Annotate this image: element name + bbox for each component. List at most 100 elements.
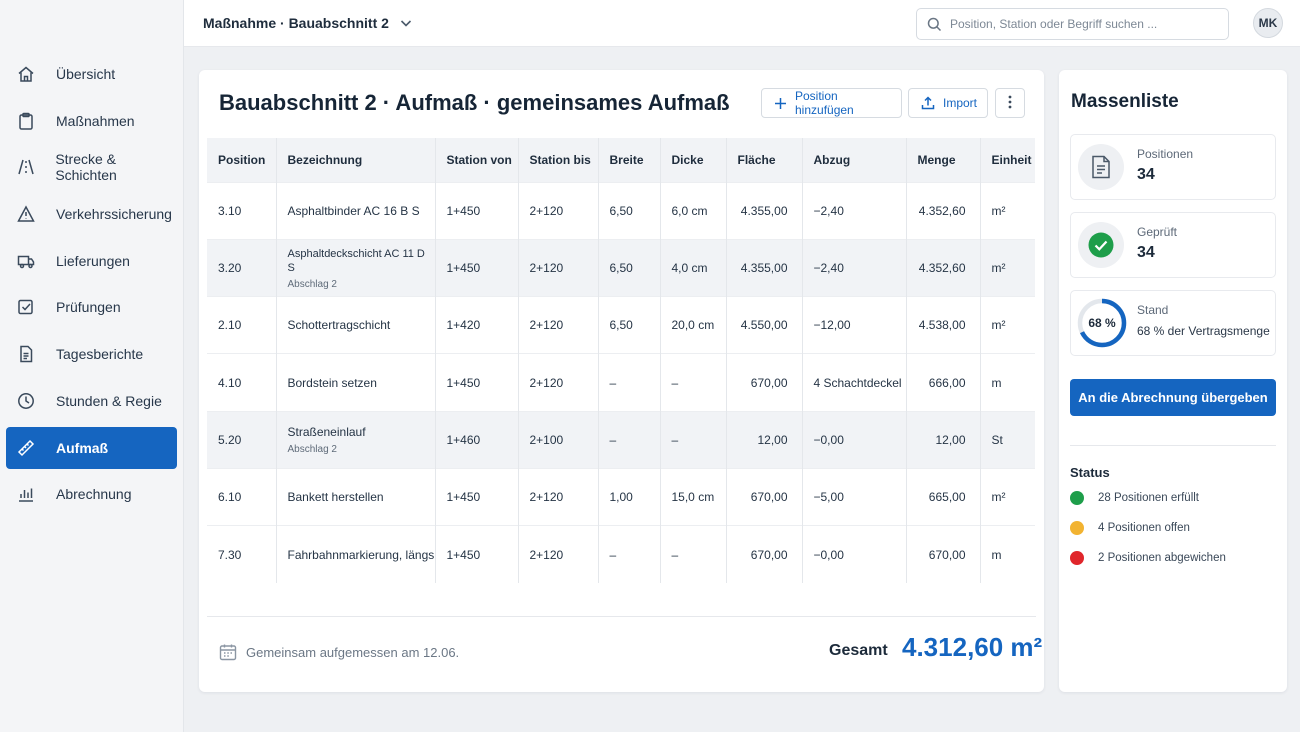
cell-einheit: m²	[980, 181, 1035, 240]
import-label: Import	[943, 96, 978, 110]
column-header[interactable]: Station von	[435, 138, 519, 182]
upload-icon	[921, 96, 935, 110]
cell-breite: 6,50	[598, 181, 661, 240]
cell-station-von: 1+450	[435, 181, 519, 240]
status-dot-green	[1070, 491, 1084, 505]
cell-dicke: 4,0 cm	[660, 238, 727, 297]
cell-station-von: 1+450	[435, 467, 519, 526]
total-label: Gesamt	[829, 642, 888, 659]
sidebar-item-label: Maßnahmen	[56, 112, 135, 129]
home-icon	[16, 64, 36, 84]
sidebar-item-label: Aufmaß	[56, 439, 109, 456]
cell-station-von: 1+450	[435, 238, 519, 297]
cell-menge: 666,00	[906, 353, 981, 412]
cell-flaeche: 670,00	[726, 525, 803, 584]
sidebar-item-abrechnung[interactable]: Abrechnung	[6, 473, 177, 515]
cell-bezeichnung: Fahrbahnmarkierung, längs	[276, 525, 436, 584]
column-header[interactable]: Bezeichnung	[276, 138, 436, 182]
column-header[interactable]: Station bis	[518, 138, 599, 182]
table-row[interactable]: 2.10 Schottertragschicht 1+420 2+120 6,5…	[207, 296, 1035, 354]
cell-abzug: −0,00	[802, 410, 907, 469]
cell-abzug: 4 Schachtdeckel	[802, 353, 907, 412]
cell-breite: –	[598, 525, 661, 584]
cell-einheit: m²	[980, 467, 1035, 526]
cell-menge: 4.352,60	[906, 238, 981, 297]
sidebar-item-lieferungen[interactable]: Lieferungen	[6, 240, 177, 282]
cell-position: 7.30	[207, 525, 277, 584]
massenliste-panel: Massenliste Positionen 34 Geprüft 34 68 …	[1059, 70, 1287, 692]
cell-station-bis: 2+120	[518, 525, 599, 584]
breadcrumb[interactable]: Maßnahme · Bauabschnitt 2	[203, 15, 413, 31]
sidebar-item-strecke[interactable]: Strecke & Schichten	[6, 146, 177, 188]
cell-station-von: 1+420	[435, 296, 519, 354]
stat-stand: 68 % Stand 68 % der Vertragsmenge	[1070, 290, 1276, 356]
status-title: Status	[1070, 465, 1110, 480]
sidebar-item-label: Übersicht	[56, 66, 116, 82]
cell-station-bis: 2+100	[518, 410, 599, 469]
topbar: Maßnahme · Bauabschnitt 2 MK	[184, 0, 1300, 47]
more-vertical-icon	[1008, 95, 1012, 112]
search-input[interactable]	[950, 17, 1210, 31]
panel-title: Massenliste	[1071, 91, 1179, 112]
sidebar-item-massnahmen[interactable]: Maßnahmen	[6, 100, 177, 142]
column-header[interactable]: Breite	[598, 138, 661, 182]
sidebar-item-uebersicht[interactable]: Übersicht	[6, 53, 177, 95]
sidebar-item-stunden[interactable]: Stunden & Regie	[6, 380, 177, 422]
table-row[interactable]: 3.20 Asphaltdeckschicht AC 11 D S Abschl…	[207, 238, 1035, 297]
cell-bezeichnung: Bankett herstellen	[276, 467, 436, 526]
aufmass-card: Bauabschnitt 2 · Aufmaß · gemeinsames Au…	[199, 70, 1044, 692]
column-header[interactable]: Einheit	[980, 138, 1035, 182]
column-header[interactable]: Position	[207, 138, 277, 182]
cell-dicke: 6,0 cm	[660, 181, 727, 240]
sidebar-item-label: Prüfungen	[56, 299, 121, 316]
cell-position: 2.10	[207, 296, 277, 354]
sidebar: Übersicht Maßnahmen Strecke & Schichten …	[0, 0, 184, 732]
cell-flaeche: 670,00	[726, 467, 803, 526]
column-header[interactable]: Dicke	[660, 138, 727, 182]
submit-to-billing-button[interactable]: An die Abrechnung übergeben	[1070, 379, 1276, 416]
sidebar-item-pruefungen[interactable]: Prüfungen	[6, 286, 177, 328]
cell-einheit: m	[980, 353, 1035, 412]
clock-icon	[16, 391, 36, 411]
total-value: 4.312,60 m²	[902, 632, 1043, 662]
more-options-button[interactable]	[995, 88, 1025, 118]
stat-label: Positionen	[1137, 147, 1194, 161]
cell-station-bis: 2+120	[518, 467, 599, 526]
avatar[interactable]: MK	[1253, 8, 1283, 38]
sidebar-item-aufmass[interactable]: Aufmaß	[6, 426, 177, 469]
column-header[interactable]: Menge	[906, 138, 981, 182]
cell-abzug: −2,40	[802, 238, 907, 297]
cell-abzug: −12,00	[802, 296, 907, 354]
cell-station-bis: 2+120	[518, 296, 599, 354]
cell-dicke: 20,0 cm	[660, 296, 727, 354]
add-position-button[interactable]: Position hinzufügen	[761, 88, 902, 118]
stat-geprueft: Geprüft 34	[1070, 212, 1276, 278]
aufmass-table: Position Bezeichnung Station von Station…	[207, 138, 1035, 584]
footer-note-text: Gemeinsam aufgemessen am 12.06.	[246, 644, 460, 660]
cell-position: 3.20	[207, 238, 277, 297]
table-row[interactable]: 5.20 Straßeneinlauf Abschlag 2 1+460 2+1…	[207, 410, 1035, 469]
status-dot-yellow	[1070, 521, 1084, 535]
status-item-erfuellt: 28 Positionen erfüllt	[1070, 491, 1199, 505]
sidebar-item-label: Stunden & Regie	[56, 392, 162, 409]
sidebar-item-label: Verkehrssicherung	[56, 206, 172, 223]
table-row[interactable]: 6.10 Bankett herstellen 1+450 2+120 1,00…	[207, 467, 1035, 526]
sidebar-item-tagesberichte[interactable]: Tagesberichte	[6, 333, 177, 375]
table-row[interactable]: 3.10 Asphaltbinder AC 16 B S 1+450 2+120…	[207, 181, 1035, 240]
footer-divider	[207, 616, 1036, 617]
status-dot-red	[1070, 551, 1084, 565]
column-header[interactable]: Fläche	[726, 138, 803, 182]
table-row[interactable]: 7.30 Fahrbahnmarkierung, längs 1+450 2+1…	[207, 525, 1035, 584]
cell-position: 6.10	[207, 467, 277, 526]
sidebar-item-label: Strecke & Schichten	[55, 151, 117, 184]
cell-bezeichnung: Straßeneinlauf Abschlag 2	[276, 410, 436, 469]
import-button[interactable]: Import	[908, 88, 988, 118]
sidebar-item-verkehrssicherung[interactable]: Verkehrssicherung	[6, 193, 177, 235]
cell-menge: 670,00	[906, 525, 981, 584]
table-row[interactable]: 4.10 Bordstein setzen 1+450 2+120 – – 67…	[207, 353, 1035, 412]
column-header[interactable]: Abzug	[802, 138, 907, 182]
cell-breite: 1,00	[598, 467, 661, 526]
document-icon	[16, 344, 36, 364]
calendar-icon	[219, 643, 237, 661]
progress-ring-label: 68 %	[1088, 316, 1116, 330]
